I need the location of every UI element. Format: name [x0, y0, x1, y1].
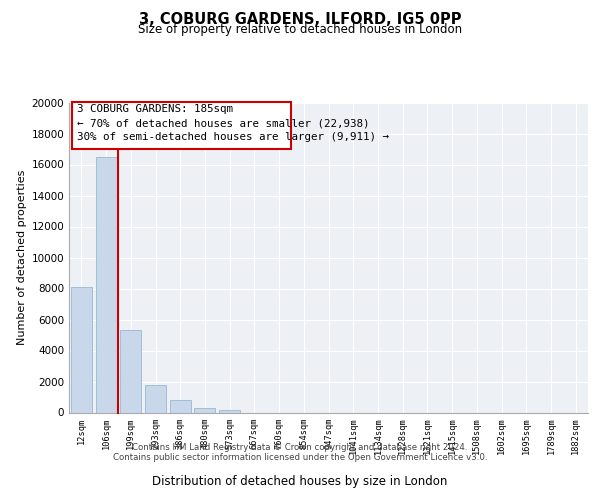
Bar: [194, 408, 215, 412]
Text: Distribution of detached houses by size in London: Distribution of detached houses by size …: [152, 474, 448, 488]
Text: 3 COBURG GARDENS: 185sqm
← 70% of detached houses are smaller (22,938)
30% of se: 3 COBURG GARDENS: 185sqm ← 70% of detach…: [77, 104, 389, 142]
Text: Size of property relative to detached houses in London: Size of property relative to detached ho…: [138, 22, 462, 36]
Bar: [95, 157, 116, 412]
Text: Contains HM Land Registry data © Crown copyright and database right 2024.: Contains HM Land Registry data © Crown c…: [132, 444, 468, 452]
Bar: [170, 400, 191, 412]
Bar: [71, 287, 92, 412]
Text: Contains public sector information licensed under the Open Government Licence v3: Contains public sector information licen…: [113, 454, 487, 462]
Bar: [145, 384, 166, 412]
Text: 3, COBURG GARDENS, ILFORD, IG5 0PP: 3, COBURG GARDENS, ILFORD, IG5 0PP: [139, 12, 461, 28]
Bar: [219, 410, 240, 412]
Y-axis label: Number of detached properties: Number of detached properties: [17, 170, 27, 345]
Bar: [120, 330, 141, 412]
